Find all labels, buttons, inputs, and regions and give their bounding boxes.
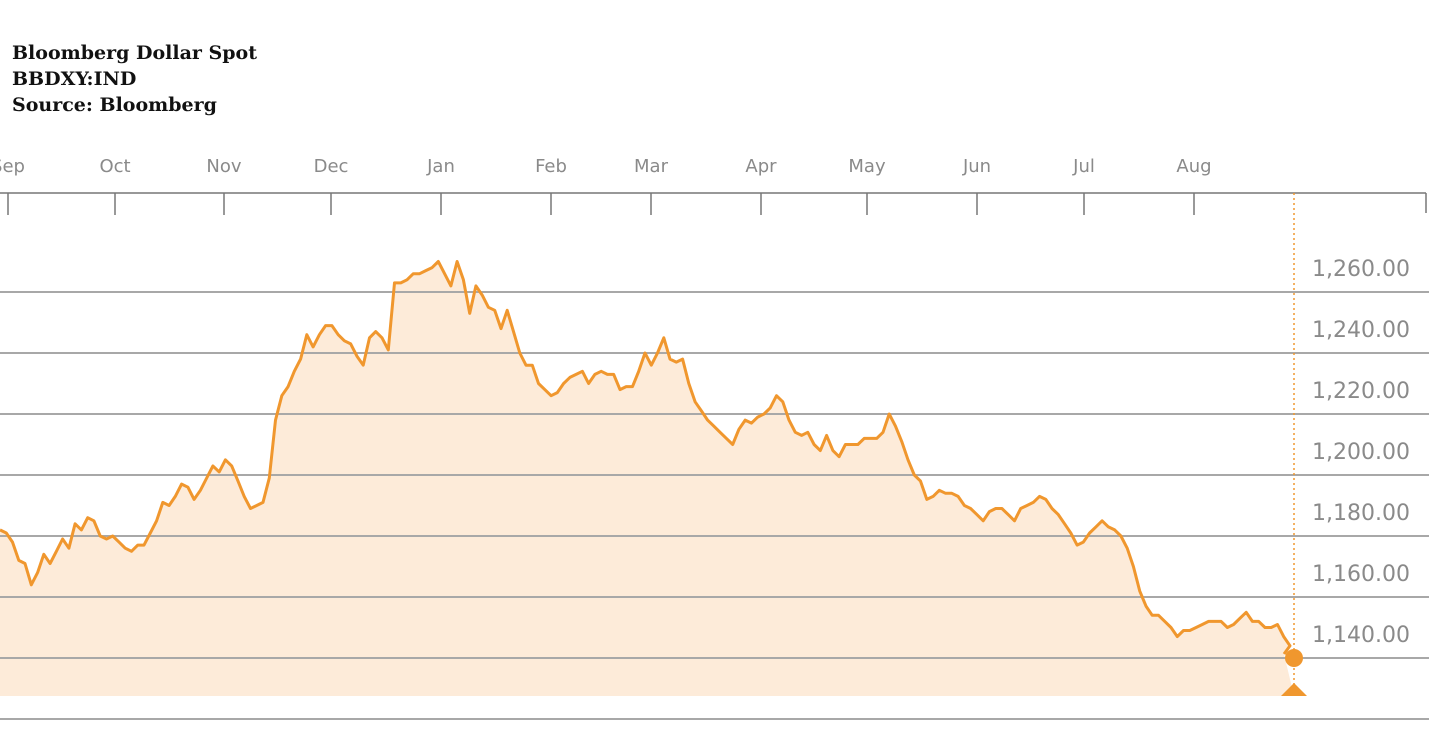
chart-header: Bloomberg Dollar Spot BBDXY:IND Source: … bbox=[12, 40, 257, 118]
series-line bbox=[0, 260, 1292, 655]
y-tick-label: 1,160.00 bbox=[1312, 562, 1410, 587]
y-tick-label: 1,180.00 bbox=[1312, 501, 1410, 526]
month-label: May bbox=[848, 156, 886, 177]
month-label: Sep bbox=[0, 156, 25, 177]
y-tick-label: 1,220.00 bbox=[1312, 379, 1410, 404]
month-label: Jun bbox=[962, 156, 991, 177]
area-fill bbox=[0, 261, 1294, 696]
month-label: Apr bbox=[745, 156, 777, 177]
month-label: Jan bbox=[426, 156, 455, 177]
y-tick-label: 1,200.00 bbox=[1312, 440, 1410, 465]
month-label: Dec bbox=[314, 156, 349, 177]
last-value-dot bbox=[1285, 649, 1303, 667]
ticker-label: BBDXY:IND bbox=[12, 68, 137, 90]
chart-title: Bloomberg Dollar Spot bbox=[12, 42, 257, 64]
month-label: Jul bbox=[1072, 156, 1095, 177]
current-marker-triangle bbox=[1281, 683, 1307, 696]
y-tick-label: 1,260.00 bbox=[1312, 257, 1410, 282]
source-label: Source: Bloomberg bbox=[12, 94, 217, 116]
y-tick-label: 1,240.00 bbox=[1312, 318, 1410, 343]
y-tick-label: 1,140.00 bbox=[1312, 623, 1410, 648]
month-label: Feb bbox=[535, 156, 567, 177]
month-label: Aug bbox=[1176, 156, 1211, 177]
month-label: Nov bbox=[206, 156, 241, 177]
month-label: Oct bbox=[99, 156, 130, 177]
month-label: Mar bbox=[634, 156, 669, 177]
